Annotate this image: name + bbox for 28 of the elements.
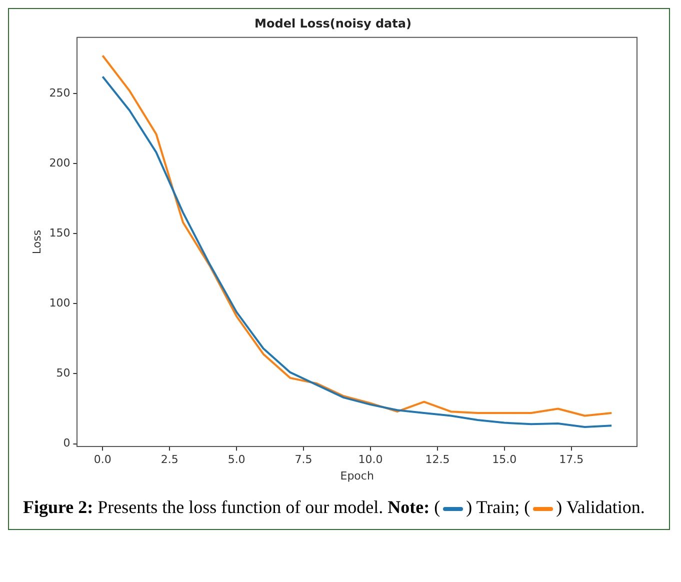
y-axis-title: Loss	[30, 230, 44, 254]
text: )	[466, 497, 472, 517]
legend-label: Train	[476, 497, 515, 517]
x-axis-title: Epoch	[340, 469, 374, 482]
y-tick-label: 100	[49, 296, 70, 310]
x-tick-label: 0.0	[94, 453, 112, 466]
y-tick-label: 50	[56, 366, 70, 380]
text: (	[434, 497, 440, 517]
text: Note:	[388, 497, 430, 517]
x-tick-label: 17.5	[559, 453, 584, 466]
text: ;	[514, 497, 520, 517]
x-tick-label: 10.0	[358, 453, 383, 466]
x-tick-label: 7.5	[294, 453, 312, 466]
y-tick-label: 150	[49, 226, 70, 240]
y-tick-label: 200	[49, 156, 70, 170]
y-tick-label: 0	[63, 436, 70, 450]
chart-title: Model Loss(noisy data)	[254, 16, 412, 30]
y-tick-label: 250	[49, 86, 70, 100]
text: Presents the loss function of our model.	[98, 497, 384, 517]
text: )	[556, 497, 562, 517]
x-tick-label: 5.0	[228, 453, 246, 466]
legend-label: Validation	[566, 497, 640, 517]
text: .	[640, 497, 645, 517]
caption: Figure 2:	[23, 497, 94, 517]
x-tick-label: 12.5	[425, 453, 450, 466]
text: (	[524, 497, 530, 517]
x-tick-label: 2.5	[160, 453, 178, 466]
x-tick-label: 15.0	[492, 453, 517, 466]
